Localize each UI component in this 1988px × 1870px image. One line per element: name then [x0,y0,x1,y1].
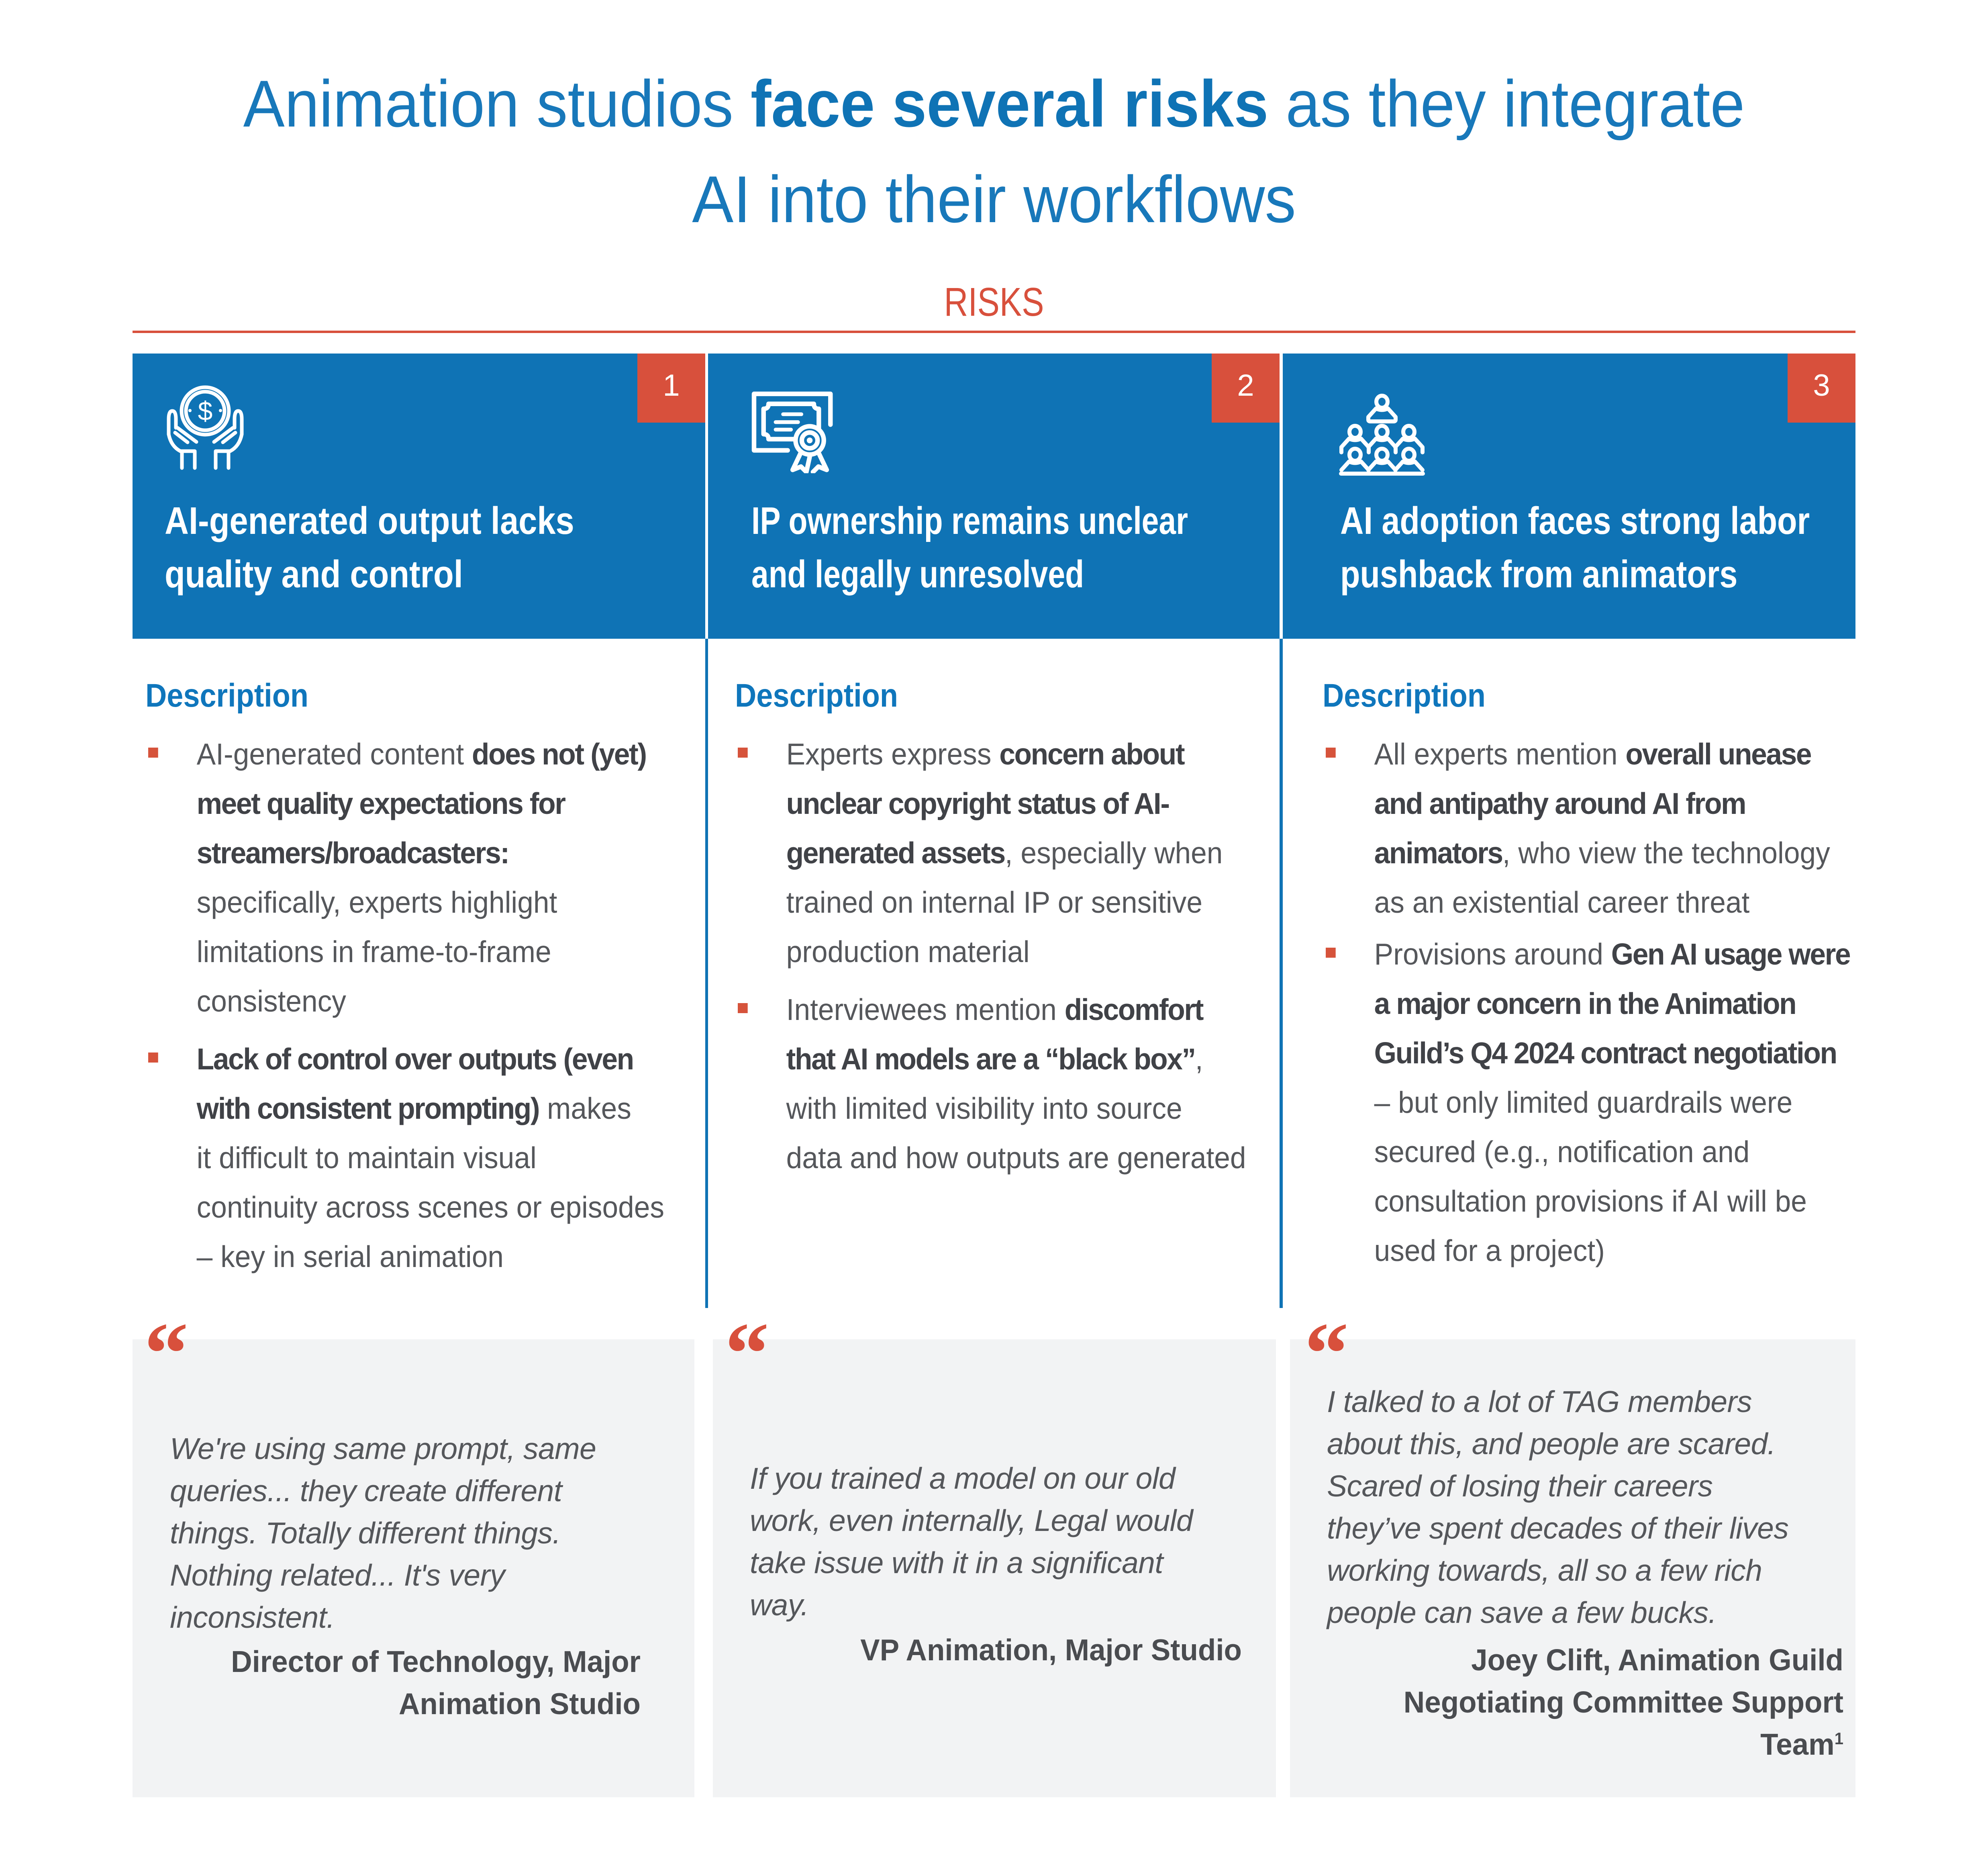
svg-text:$: $ [198,396,213,426]
